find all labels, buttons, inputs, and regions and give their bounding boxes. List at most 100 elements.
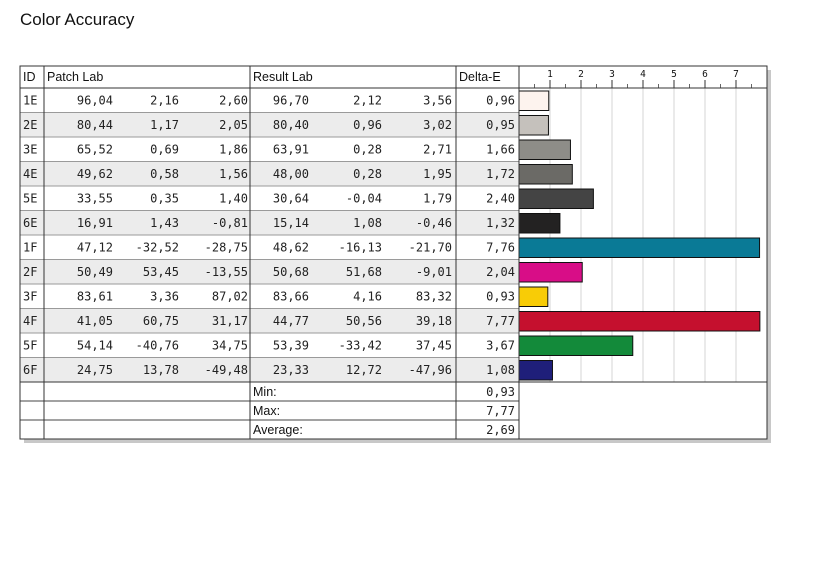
patch-lab-value: -13,55 bbox=[205, 265, 248, 279]
result-lab-value: 80,40 bbox=[273, 118, 309, 132]
patch-lab-value: 83,61 bbox=[77, 290, 113, 304]
result-lab-value: 2,71 bbox=[423, 143, 452, 157]
result-lab-value: -0,04 bbox=[346, 192, 382, 206]
axis-tick-label: 2 bbox=[578, 69, 584, 80]
header-delta-e: Delta-E bbox=[459, 70, 501, 84]
header-result-lab: Result Lab bbox=[253, 70, 313, 84]
table-border bbox=[19, 65, 768, 440]
delta-e-value: 7,77 bbox=[486, 314, 515, 328]
patch-lab-value: 1,56 bbox=[219, 167, 248, 181]
patch-lab-value: 96,04 bbox=[77, 94, 113, 108]
result-lab-value: 1,95 bbox=[423, 167, 452, 181]
delta-e-bar bbox=[518, 90, 550, 111]
patch-lab-value: 33,55 bbox=[77, 192, 113, 206]
result-lab-value: -9,01 bbox=[416, 265, 452, 279]
result-lab-value: 48,62 bbox=[273, 241, 309, 255]
patch-id: 3F bbox=[23, 290, 37, 304]
result-lab-value: 0,28 bbox=[353, 167, 382, 181]
delta-e-bar bbox=[518, 335, 634, 356]
row-background bbox=[20, 333, 519, 358]
delta-e-value: 1,72 bbox=[486, 167, 515, 181]
result-lab-value: 83,32 bbox=[416, 290, 452, 304]
axis-tick-label: 5 bbox=[671, 69, 677, 80]
delta-e-value: 7,76 bbox=[486, 241, 515, 255]
patch-id: 1F bbox=[23, 241, 37, 255]
result-lab-value: 30,64 bbox=[273, 192, 309, 206]
axis-tick-label: 7 bbox=[733, 69, 739, 80]
result-lab-value: 44,77 bbox=[273, 314, 309, 328]
patch-lab-value: 16,91 bbox=[77, 216, 113, 230]
delta-e-value: 3,67 bbox=[486, 339, 515, 353]
result-lab-value: 48,00 bbox=[273, 167, 309, 181]
delta-e-bar bbox=[518, 286, 549, 307]
patch-lab-value: 0,69 bbox=[150, 143, 179, 157]
patch-lab-value: 3,36 bbox=[150, 290, 179, 304]
result-lab-value: 3,56 bbox=[423, 94, 452, 108]
result-lab-value: 15,14 bbox=[273, 216, 309, 230]
patch-lab-value: 2,16 bbox=[150, 94, 179, 108]
row-background bbox=[20, 284, 519, 309]
patch-lab-value: 34,75 bbox=[212, 339, 248, 353]
result-lab-value: -0,46 bbox=[416, 216, 452, 230]
patch-lab-value: -0,81 bbox=[212, 216, 248, 230]
patch-id: 2F bbox=[23, 265, 37, 279]
patch-lab-value: -49,48 bbox=[205, 363, 248, 377]
header-id: ID bbox=[23, 70, 36, 84]
summary-value: 7,77 bbox=[486, 404, 515, 418]
patch-id: 4E bbox=[23, 167, 37, 181]
result-lab-value: 12,72 bbox=[346, 363, 382, 377]
patch-lab-value: 53,45 bbox=[143, 265, 179, 279]
patch-lab-value: -28,75 bbox=[205, 241, 248, 255]
result-lab-value: 23,33 bbox=[273, 363, 309, 377]
delta-e-bar bbox=[518, 237, 761, 258]
patch-id: 6E bbox=[23, 216, 37, 230]
patch-lab-value: 31,17 bbox=[212, 314, 248, 328]
patch-id: 1E bbox=[23, 94, 37, 108]
row-background bbox=[20, 308, 519, 333]
result-lab-value: 0,28 bbox=[353, 143, 382, 157]
row-background bbox=[20, 186, 519, 211]
delta-e-value: 1,66 bbox=[486, 143, 515, 157]
patch-lab-value: 54,14 bbox=[77, 339, 113, 353]
delta-e-value: 2,40 bbox=[486, 192, 515, 206]
delta-e-value: 0,93 bbox=[486, 290, 515, 304]
delta-e-value: 1,08 bbox=[486, 363, 515, 377]
patch-lab-value: 50,49 bbox=[77, 265, 113, 279]
delta-e-value: 0,96 bbox=[486, 94, 515, 108]
delta-e-bar bbox=[518, 115, 549, 136]
row-background bbox=[20, 137, 519, 162]
patch-lab-value: 2,60 bbox=[219, 94, 248, 108]
result-lab-value: 0,96 bbox=[353, 118, 382, 132]
summary-label: Min: bbox=[253, 385, 277, 399]
patch-lab-value: 0,35 bbox=[150, 192, 179, 206]
axis-tick-label: 1 bbox=[547, 69, 553, 80]
result-lab-value: 50,68 bbox=[273, 265, 309, 279]
header-patch-lab: Patch Lab bbox=[47, 70, 103, 84]
row-background bbox=[20, 210, 519, 235]
patch-id: 2E bbox=[23, 118, 37, 132]
patch-lab-value: 1,17 bbox=[150, 118, 179, 132]
row-background bbox=[20, 112, 519, 137]
row-background bbox=[20, 259, 519, 284]
summary-label: Max: bbox=[253, 404, 280, 418]
delta-e-bar bbox=[518, 188, 594, 209]
chart-title: Color Accuracy bbox=[20, 10, 135, 29]
result-lab-value: 39,18 bbox=[416, 314, 452, 328]
patch-lab-value: 41,05 bbox=[77, 314, 113, 328]
patch-lab-value: 0,58 bbox=[150, 167, 179, 181]
result-lab-value: 63,91 bbox=[273, 143, 309, 157]
result-lab-value: -47,96 bbox=[409, 363, 452, 377]
patch-id: 6F bbox=[23, 363, 37, 377]
summary-value: 0,93 bbox=[486, 385, 515, 399]
patch-lab-value: 24,75 bbox=[77, 363, 113, 377]
result-lab-value: -16,13 bbox=[339, 241, 382, 255]
delta-e-bar bbox=[518, 213, 561, 234]
result-lab-value: 51,68 bbox=[346, 265, 382, 279]
patch-lab-value: 1,40 bbox=[219, 192, 248, 206]
result-lab-value: 50,56 bbox=[346, 314, 382, 328]
patch-lab-value: -40,76 bbox=[136, 339, 179, 353]
patch-id: 5F bbox=[23, 339, 37, 353]
row-background bbox=[20, 161, 519, 186]
patch-lab-value: 80,44 bbox=[77, 118, 113, 132]
patch-lab-value: 2,05 bbox=[219, 118, 248, 132]
